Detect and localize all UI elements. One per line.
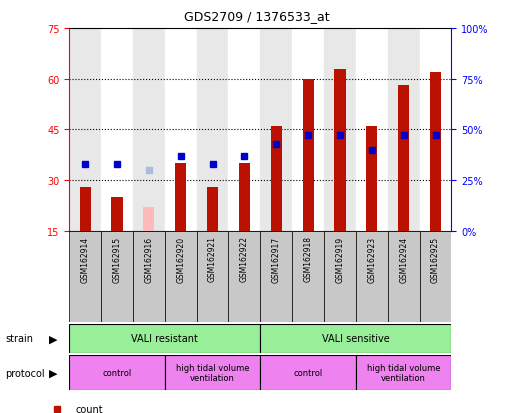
Text: protocol: protocol [5, 368, 45, 378]
Bar [324, 231, 356, 322]
Bar [165, 355, 261, 390]
Text: GSM162922: GSM162922 [240, 236, 249, 282]
Text: GSM162921: GSM162921 [208, 236, 217, 282]
Bar [261, 29, 292, 231]
Text: GSM162924: GSM162924 [399, 236, 408, 282]
Bar [303, 79, 313, 231]
Bar [165, 231, 196, 322]
Bar [271, 127, 282, 231]
Bar [133, 29, 165, 231]
Text: GSM162919: GSM162919 [336, 236, 344, 282]
Text: high tidal volume
ventilation: high tidal volume ventilation [367, 363, 441, 382]
Text: control: control [293, 368, 323, 377]
Bar [111, 197, 123, 231]
Bar [430, 73, 441, 231]
Text: strain: strain [5, 334, 33, 344]
Bar [239, 164, 250, 231]
Text: VALI resistant: VALI resistant [131, 334, 198, 344]
Text: GSM162915: GSM162915 [112, 236, 122, 282]
Bar [196, 29, 228, 231]
Bar [366, 127, 378, 231]
Bar [69, 29, 101, 231]
Bar [80, 188, 91, 231]
Text: GSM162920: GSM162920 [176, 236, 185, 282]
Bar [420, 29, 451, 231]
Bar [292, 29, 324, 231]
Text: high tidal volume
ventilation: high tidal volume ventilation [176, 363, 249, 382]
Bar [356, 355, 451, 390]
Text: control: control [103, 368, 132, 377]
Bar [101, 231, 133, 322]
Text: count: count [75, 404, 103, 413]
Text: GSM162918: GSM162918 [304, 236, 312, 282]
Text: ▶: ▶ [49, 334, 57, 344]
Bar [133, 231, 165, 322]
Text: VALI sensitive: VALI sensitive [322, 334, 390, 344]
Bar [69, 231, 101, 322]
Bar [398, 86, 409, 231]
Bar [261, 355, 356, 390]
Bar [334, 69, 346, 231]
Bar [165, 29, 196, 231]
Text: GDS2709 / 1376533_at: GDS2709 / 1376533_at [184, 10, 329, 23]
Text: GSM162917: GSM162917 [272, 236, 281, 282]
Bar [228, 231, 261, 322]
Bar [207, 188, 218, 231]
Text: GSM162925: GSM162925 [431, 236, 440, 282]
Bar [356, 231, 388, 322]
Bar [101, 29, 133, 231]
Text: ▶: ▶ [49, 368, 57, 378]
Bar [143, 208, 154, 231]
Bar [228, 29, 261, 231]
Bar [324, 29, 356, 231]
Bar [356, 29, 388, 231]
Bar [69, 324, 261, 353]
Bar [261, 324, 451, 353]
Bar [69, 355, 165, 390]
Bar [292, 231, 324, 322]
Bar [196, 231, 228, 322]
Text: GSM162923: GSM162923 [367, 236, 377, 282]
Bar [420, 231, 451, 322]
Text: GSM162916: GSM162916 [144, 236, 153, 282]
Bar [388, 231, 420, 322]
Bar [261, 231, 292, 322]
Bar [175, 164, 186, 231]
Text: GSM162914: GSM162914 [81, 236, 90, 282]
Bar [388, 29, 420, 231]
